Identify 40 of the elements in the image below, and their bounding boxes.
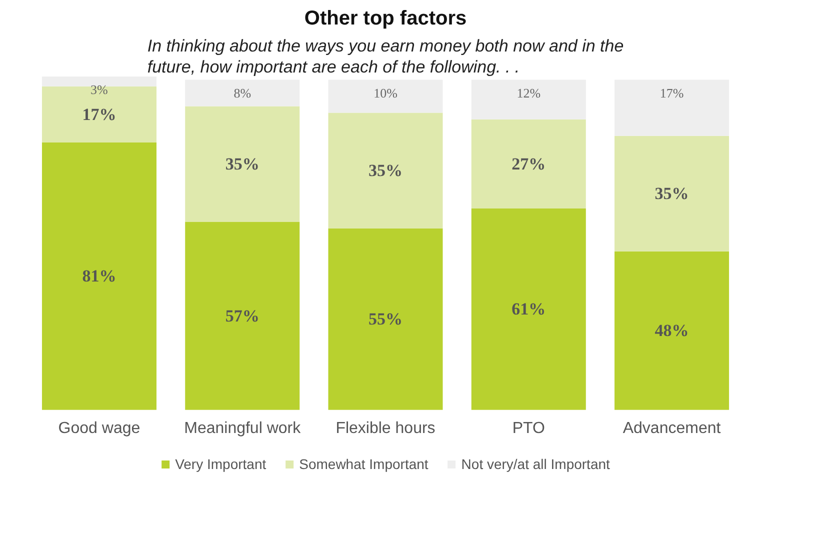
data-label: 35% — [225, 154, 260, 174]
data-label: 57% — [225, 306, 260, 326]
data-label: 10% — [374, 86, 398, 100]
bar — [471, 80, 586, 120]
bar — [42, 86, 156, 143]
legend-label: Somewhat Important — [299, 456, 428, 472]
bar — [328, 228, 443, 410]
data-label: 35% — [654, 184, 689, 204]
bar — [471, 208, 586, 410]
x-tick-label: PTO — [512, 420, 545, 437]
chart-subtitle: In thinking about the ways you earn money both now and in the future, how important are each of the following. . . — [147, 36, 624, 76]
data-label: 48% — [654, 321, 689, 340]
data-label: 35% — [368, 161, 402, 180]
x-tick-label: Advancement — [622, 420, 722, 437]
bar — [614, 251, 730, 410]
data-label: 8% — [234, 86, 252, 100]
bar — [328, 112, 443, 228]
bar — [328, 80, 443, 113]
bar — [614, 80, 730, 136]
data-label: 12% — [516, 86, 541, 100]
bar — [185, 222, 300, 410]
bar — [42, 76, 156, 86]
chart-title: Other top factors — [304, 8, 467, 30]
data-label: 17% — [82, 104, 116, 124]
bar — [185, 80, 300, 106]
bar — [42, 142, 156, 410]
bar — [614, 136, 730, 252]
x-tick-label: Meaningful work — [184, 420, 302, 437]
data-label: 27% — [512, 154, 546, 174]
data-label: 55% — [368, 310, 402, 329]
bar — [471, 119, 586, 209]
legend-label: Not very/at all Important — [461, 456, 610, 472]
bar — [185, 106, 300, 222]
data-label: 81% — [82, 266, 116, 286]
legend-label: Very Important — [175, 456, 266, 472]
x-tick-label: Flexible hours — [336, 420, 436, 437]
x-tick-label: Good wage — [58, 420, 140, 437]
data-label: 3% — [90, 82, 108, 98]
data-label: 17% — [660, 86, 684, 100]
data-label: 61% — [512, 300, 546, 319]
